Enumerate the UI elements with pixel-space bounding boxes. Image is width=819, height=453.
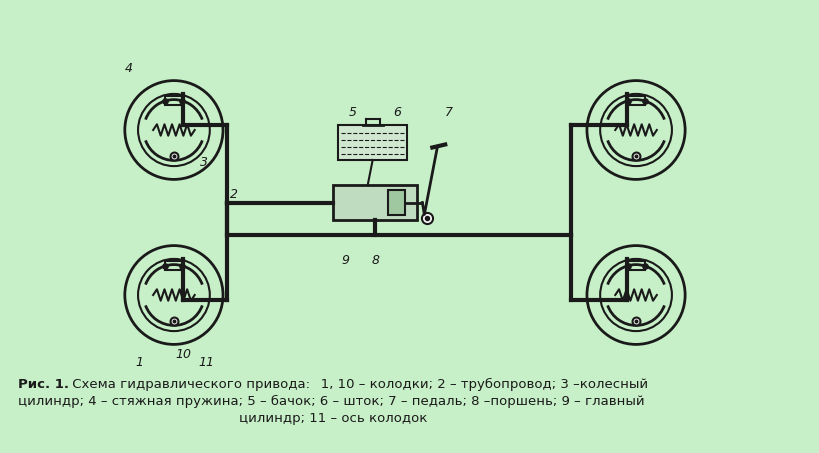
Text: 10: 10: [175, 348, 192, 361]
Text: 7: 7: [445, 106, 453, 119]
Text: 5: 5: [348, 106, 356, 119]
Bar: [387, 190, 405, 215]
Text: 1: 1: [135, 356, 143, 368]
Text: цилиндр; 4 – стяжная пружина; 5 – бачок; 6 – шток; 7 – педаль; 8 –поршень; 9 – г: цилиндр; 4 – стяжная пружина; 5 – бачок;…: [18, 395, 644, 408]
Text: Схема гидравлического привода:: Схема гидравлического привода:: [67, 378, 310, 391]
Bar: [165, 261, 182, 270]
Text: 1, 10 – колодки; 2 – трубопровод; 3 –колесный: 1, 10 – колодки; 2 – трубопровод; 3 –кол…: [308, 378, 647, 391]
Text: 6: 6: [393, 106, 401, 119]
Text: 2: 2: [229, 188, 238, 202]
Text: 9: 9: [342, 254, 350, 266]
Bar: [333, 185, 417, 220]
Text: 8: 8: [371, 254, 379, 266]
Text: 11: 11: [198, 356, 215, 368]
Text: цилиндр; 11 – ось колодок: цилиндр; 11 – ось колодок: [238, 412, 427, 425]
Bar: [165, 96, 182, 105]
Text: Рис. 1.: Рис. 1.: [18, 378, 69, 391]
Bar: [627, 261, 644, 270]
Bar: [627, 96, 644, 105]
Text: 4: 4: [125, 62, 133, 74]
Text: 3: 3: [200, 155, 207, 169]
Bar: [337, 125, 407, 160]
